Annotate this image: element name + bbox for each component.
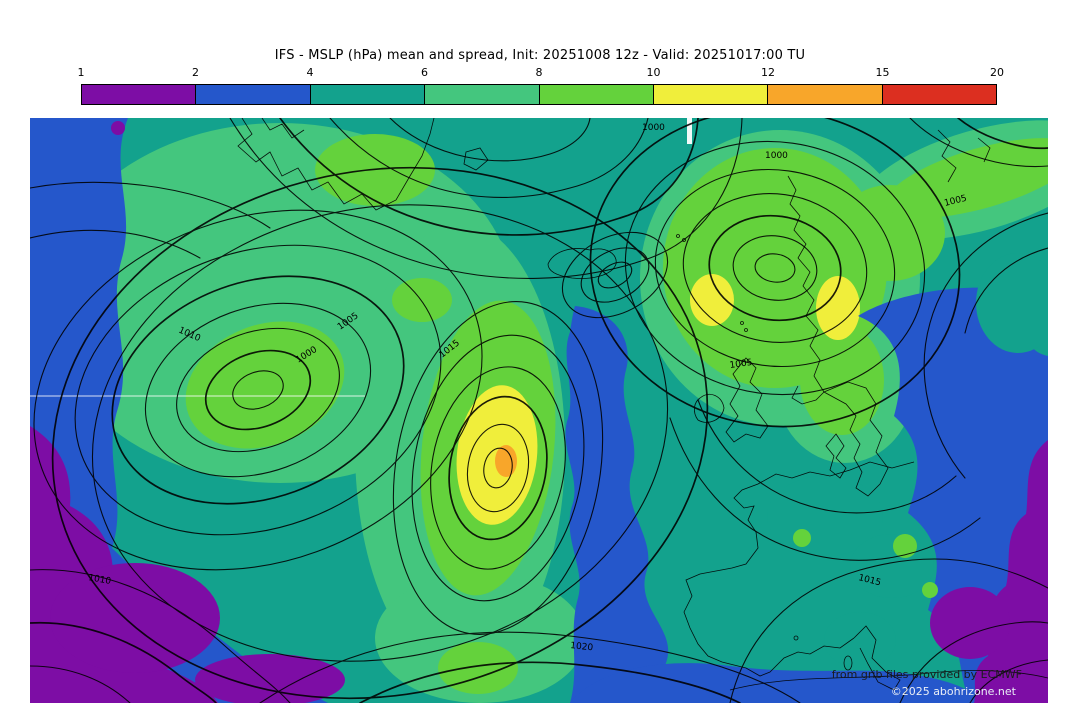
- colorbar-segment: [425, 85, 540, 104]
- colorbar-tick-label: 10: [646, 66, 661, 79]
- colorbar-tick-label: 2: [192, 66, 199, 79]
- contour-label: 1010: [87, 573, 112, 587]
- contour-label: 1000: [765, 151, 788, 161]
- colorbar-ticks: 1 2 4 6 8 10 12 15 20: [77, 66, 1005, 80]
- colorbar: [81, 84, 997, 105]
- graticule-lines: [30, 118, 692, 397]
- attribution-ecmwf: from grib files provided by ECMWF: [831, 668, 1022, 681]
- mslp-spread-map: 1015 1010 1005 1000 1000 1005 1005 1000 …: [30, 118, 1048, 703]
- contour-label: 1020: [570, 641, 594, 653]
- colorbar-segment: [768, 85, 883, 104]
- colorbar-segment: [310, 85, 426, 104]
- colorbar-tick-label: 4: [306, 66, 314, 79]
- chart-title: IFS - MSLP (hPa) mean and spread, Init: …: [274, 48, 806, 63]
- contour-lines: [30, 118, 1048, 703]
- coastlines: [237, 118, 1048, 691]
- colorbar-tick-label: 8: [535, 66, 543, 79]
- attribution-copyright: ©2025 abohrizone.net: [890, 685, 1016, 698]
- colorbar-tick-label: 15: [875, 66, 890, 79]
- colorbar-segment: [539, 85, 654, 104]
- spread-fill-layer: [30, 118, 1048, 703]
- colorbar-tick-label: 6: [421, 66, 428, 79]
- contour-label: 1000: [642, 123, 665, 133]
- colorbar-segment: [882, 85, 996, 104]
- contour-label-layer: 1015 1010 1005 1000 1000 1005 1005 1000 …: [87, 123, 967, 653]
- contour-label: 1005: [729, 358, 753, 371]
- colorbar-tick-label: 12: [761, 66, 775, 79]
- colorbar-segment: [196, 85, 311, 104]
- colorbar-segment: [653, 85, 769, 104]
- colorbar-tick-label: 1: [77, 66, 85, 79]
- colorbar-tick-label: 20: [990, 66, 1004, 79]
- colorbar-segment: [82, 85, 197, 104]
